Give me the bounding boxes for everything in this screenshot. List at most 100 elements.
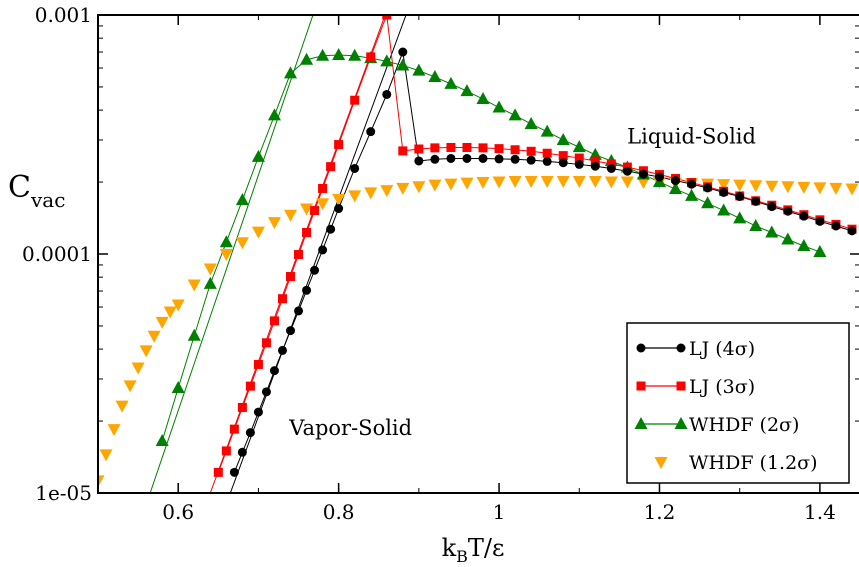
data-point-whdf-1-2 bbox=[203, 263, 217, 276]
data-point-lj-4 bbox=[414, 156, 424, 166]
data-point-lj-3 bbox=[494, 144, 504, 154]
data-point-whdf-1-2 bbox=[412, 181, 426, 194]
data-point-lj-4 bbox=[719, 187, 729, 197]
data-point-whdf-1-2 bbox=[219, 249, 233, 261]
data-point-lj-4 bbox=[277, 345, 287, 355]
data-point-whdf-2 bbox=[797, 239, 811, 252]
data-point-whdf-1-2 bbox=[508, 176, 522, 189]
data-point-lj-4 bbox=[430, 154, 440, 164]
data-point-whdf-2 bbox=[412, 63, 426, 76]
data-point-lj-4 bbox=[382, 89, 392, 99]
data-point-lj-4 bbox=[751, 196, 761, 206]
data-point-whdf-2 bbox=[316, 48, 330, 61]
data-point-lj-4 bbox=[478, 153, 488, 163]
data-point-lj-4 bbox=[735, 192, 745, 202]
data-point-whdf-2 bbox=[492, 100, 506, 113]
x-tick-label: 0.8 bbox=[323, 500, 355, 524]
data-point-lj-4 bbox=[253, 407, 263, 417]
data-point-whdf-2 bbox=[396, 58, 410, 71]
data-point-whdf-2 bbox=[572, 140, 586, 153]
data-point-whdf-2 bbox=[444, 76, 458, 89]
data-point-whdf-1-2 bbox=[107, 424, 121, 437]
y-tick-label: 0.0001 bbox=[22, 242, 92, 266]
data-point-lj-3 bbox=[398, 146, 408, 156]
fit-line-whdf-2 bbox=[149, 15, 314, 493]
data-point-lj-3 bbox=[446, 143, 456, 153]
data-point-whdf-2 bbox=[476, 92, 490, 105]
data-point-lj-4 bbox=[590, 161, 600, 171]
data-point-whdf-2 bbox=[171, 380, 185, 393]
data-point-whdf-2 bbox=[701, 196, 715, 209]
data-point-lj-4 bbox=[302, 285, 312, 295]
data-point-lj-4 bbox=[245, 428, 255, 438]
data-point-lj-3 bbox=[229, 424, 239, 434]
data-point-lj-4 bbox=[310, 265, 320, 275]
data-point-lj-3 bbox=[382, 15, 392, 20]
data-point-lj-4 bbox=[622, 166, 632, 176]
data-point-lj-3 bbox=[269, 316, 279, 326]
data-point-whdf-1-2 bbox=[364, 187, 378, 200]
data-point-whdf-1-2 bbox=[139, 345, 153, 358]
data-point-lj-4 bbox=[638, 169, 648, 179]
data-point-lj-4 bbox=[334, 204, 344, 214]
data-point-whdf-2 bbox=[235, 193, 249, 206]
data-point-whdf-1-2 bbox=[396, 182, 410, 195]
data-point-whdf-1-2 bbox=[123, 380, 137, 393]
data-point-whdf-1-2 bbox=[588, 176, 602, 189]
data-point-lj-3 bbox=[462, 143, 472, 153]
data-point-lj-3 bbox=[558, 151, 568, 161]
data-point-whdf-2 bbox=[219, 235, 233, 248]
x-tick-label: 0.6 bbox=[162, 500, 194, 524]
data-point-whdf-2 bbox=[203, 276, 217, 289]
data-point-whdf-2 bbox=[749, 218, 763, 231]
data-point-whdf-1-2 bbox=[604, 176, 618, 189]
x-axis-title: kBT/ε bbox=[442, 534, 505, 566]
data-point-whdf-1-2 bbox=[636, 177, 650, 190]
data-point-lj-3 bbox=[302, 228, 312, 238]
legend-label: LJ (4σ) bbox=[689, 338, 755, 360]
data-point-whdf-1-2 bbox=[131, 362, 145, 375]
annotation-vapor-solid: Vapor-Solid bbox=[288, 416, 412, 440]
data-point-lj-4 bbox=[446, 153, 456, 163]
data-point-whdf-1-2 bbox=[524, 176, 538, 189]
data-point-lj-4 bbox=[815, 216, 825, 226]
data-point-lj-3 bbox=[414, 144, 424, 154]
data-point-whdf-1-2 bbox=[155, 316, 169, 329]
data-point-whdf-1-2 bbox=[813, 182, 827, 195]
data-point-whdf-1-2 bbox=[460, 177, 474, 190]
data-point-whdf-2 bbox=[508, 108, 522, 121]
plot-area bbox=[97, 14, 859, 494]
data-point-lj-4 bbox=[318, 245, 328, 255]
data-point-whdf-1-2 bbox=[845, 183, 859, 196]
data-point-lj-4 bbox=[526, 155, 536, 165]
data-point-whdf-1-2 bbox=[316, 198, 330, 211]
data-point-lj-3 bbox=[213, 467, 223, 477]
data-point-lj-4 bbox=[462, 153, 472, 163]
data-point-lj-4 bbox=[269, 366, 279, 376]
data-point-lj-3 bbox=[350, 95, 360, 105]
data-point-whdf-1-2 bbox=[540, 176, 554, 189]
data-point-whdf-2 bbox=[685, 188, 699, 201]
y-axis-title: Cvac bbox=[8, 170, 65, 212]
data-point-lj-3 bbox=[286, 272, 296, 282]
data-point-whdf-2 bbox=[267, 108, 281, 121]
data-point-whdf-2 bbox=[765, 225, 779, 238]
data-point-whdf-1-2 bbox=[380, 185, 394, 198]
data-point-lj-4 bbox=[703, 183, 713, 193]
data-point-lj-4 bbox=[229, 467, 239, 477]
data-point-whdf-1-2 bbox=[829, 182, 843, 195]
data-point-whdf-1-2 bbox=[572, 176, 586, 189]
data-point-whdf-2 bbox=[460, 84, 474, 97]
data-point-whdf-1-2 bbox=[251, 226, 265, 239]
data-point-whdf-1-2 bbox=[348, 190, 362, 203]
data-point-lj-3 bbox=[366, 52, 376, 62]
data-point-whdf-1-2 bbox=[332, 193, 346, 206]
data-point-lj-3 bbox=[310, 206, 320, 216]
data-point-whdf-2 bbox=[348, 48, 362, 61]
data-point-whdf-2 bbox=[813, 244, 827, 257]
data-point-whdf-1-2 bbox=[444, 178, 458, 191]
data-point-lj-3 bbox=[277, 294, 287, 304]
data-point-lj-4 bbox=[606, 163, 616, 173]
data-point-lj-4 bbox=[286, 326, 296, 336]
x-tick-label: 1 bbox=[493, 500, 506, 524]
